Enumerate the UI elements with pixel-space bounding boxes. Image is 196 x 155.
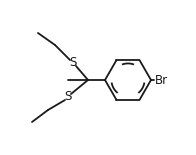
Text: Br: Br bbox=[155, 73, 168, 86]
Text: S: S bbox=[69, 57, 77, 69]
Text: S: S bbox=[64, 91, 72, 104]
